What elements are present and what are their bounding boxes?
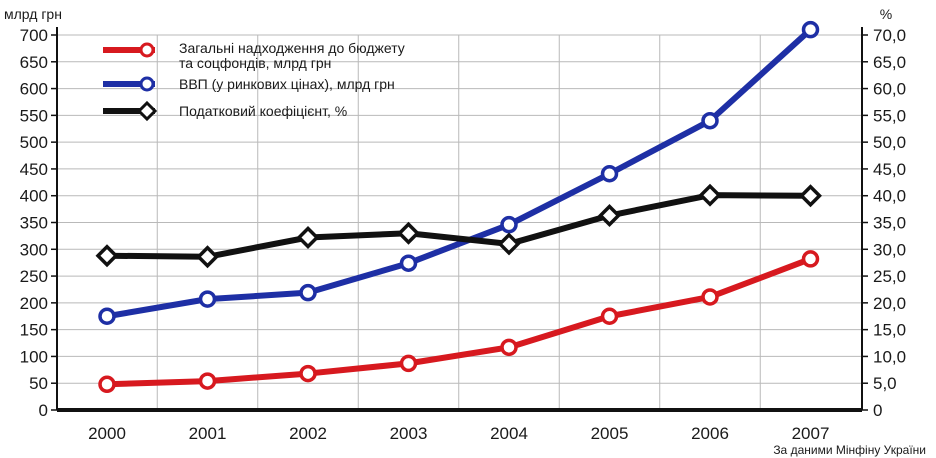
data-point xyxy=(600,307,619,325)
x-axis-tick-label: 2001 xyxy=(189,424,227,443)
grid xyxy=(57,34,862,410)
right-axis-tick-label: 65,0 xyxy=(873,53,906,72)
right-axis-tick-label: 0 xyxy=(873,401,882,420)
legend-label: Загальні надходження до бюджету xyxy=(179,40,405,56)
left-axis-tick-label: 500 xyxy=(20,133,48,152)
series-layer xyxy=(95,20,822,394)
right-axis-tick-label: 20,0 xyxy=(873,294,906,313)
right-axis-tick-label: 50,0 xyxy=(873,133,906,152)
data-point xyxy=(701,111,719,130)
right-axis-tick-label: 70,0 xyxy=(873,26,906,45)
left-axis-tick-label: 200 xyxy=(20,294,48,313)
x-axis-tick-label: 2005 xyxy=(591,424,629,443)
data-point xyxy=(799,184,822,208)
series-line xyxy=(106,192,811,260)
right-axis-tick-label: 25,0 xyxy=(873,267,906,286)
series-2 xyxy=(98,20,820,325)
data-point xyxy=(701,288,719,306)
left-axis-tick-label: 450 xyxy=(20,160,48,179)
legend-swatch-marker xyxy=(139,76,155,92)
right-axis-tick-label: 10,0 xyxy=(873,347,906,366)
left-axis-tick-label: 600 xyxy=(20,80,48,99)
left-axis-tick-label: 100 xyxy=(20,347,48,366)
x-axis-tick-label: 2003 xyxy=(390,424,428,443)
right-axis-tick-label: 35,0 xyxy=(873,214,906,233)
labels: 0 50 100 150 200 250 300 350 400 450 500 550 600 650 7… xyxy=(4,6,926,457)
right-axis-tick-label: 30,0 xyxy=(873,240,906,259)
right-axis-tick-label: 60,0 xyxy=(873,80,906,99)
data-point xyxy=(500,215,518,234)
right-axis-tick-label: 55,0 xyxy=(873,106,906,125)
left-axis-tick-label: 350 xyxy=(20,214,48,233)
data-point xyxy=(399,354,418,373)
legend-label: та соцфондів, млрд грн xyxy=(179,55,331,71)
left-axis-tick-label: 650 xyxy=(20,53,48,72)
axes xyxy=(51,27,868,412)
series-line xyxy=(106,27,813,320)
source-note: За даними Мінфіну України xyxy=(773,443,926,457)
data-point xyxy=(296,226,320,249)
right-axis-unit: % xyxy=(880,6,892,22)
left-axis-tick-label: 300 xyxy=(20,240,48,259)
legend-entry-3: Податковий коефіцієнт, % xyxy=(103,100,347,122)
legend-label: ВВП (у ринкових цінах), млрд грн xyxy=(179,76,395,92)
data-point xyxy=(397,221,420,245)
left-axis-tick-label: 550 xyxy=(20,106,48,125)
right-axis-tick-label: 5,0 xyxy=(873,374,897,393)
x-axis-tick-label: 2004 xyxy=(490,424,528,443)
right-axis-tick-label: 15,0 xyxy=(873,321,906,340)
left-axis-tick-label: 700 xyxy=(20,26,48,45)
left-axis-tick-label: 50 xyxy=(29,374,48,393)
x-axis-tick-label: 2007 xyxy=(792,424,830,443)
left-axis-tick-label: 250 xyxy=(20,267,48,286)
legend-entry-2: ВВП (у ринкових цінах), млрд грн xyxy=(103,76,395,92)
legend-swatch-marker xyxy=(139,42,155,58)
data-point xyxy=(500,338,518,357)
series-line xyxy=(106,256,812,388)
right-axis-tick-label: 45,0 xyxy=(873,160,906,179)
x-axis-tick-label: 2006 xyxy=(691,424,729,443)
data-point xyxy=(98,307,116,325)
data-point xyxy=(801,20,820,39)
data-point xyxy=(299,283,317,302)
series-3 xyxy=(95,183,822,269)
data-point xyxy=(399,254,418,272)
left-axis-tick-label: 150 xyxy=(20,321,48,340)
data-point xyxy=(698,183,722,207)
series-1 xyxy=(98,250,820,394)
data-point xyxy=(600,165,619,183)
left-axis-unit: млрд грн xyxy=(4,6,62,22)
data-point xyxy=(198,290,217,308)
data-point xyxy=(95,244,119,268)
data-point xyxy=(801,250,820,268)
data-point xyxy=(196,245,219,269)
legend-swatch-marker xyxy=(136,100,158,122)
data-point xyxy=(497,232,521,256)
data-point xyxy=(299,364,317,383)
x-axis-tick-label: 2002 xyxy=(289,424,327,443)
x-axis-tick-label: 2000 xyxy=(88,424,126,443)
data-point xyxy=(98,375,116,394)
legend-label: Податковий коефіцієнт, % xyxy=(179,103,347,119)
right-axis-tick-label: 40,0 xyxy=(873,187,906,206)
left-axis-tick-label: 0 xyxy=(39,401,48,420)
data-point xyxy=(198,372,217,390)
data-point xyxy=(598,204,621,228)
left-axis-tick-label: 400 xyxy=(20,187,48,206)
